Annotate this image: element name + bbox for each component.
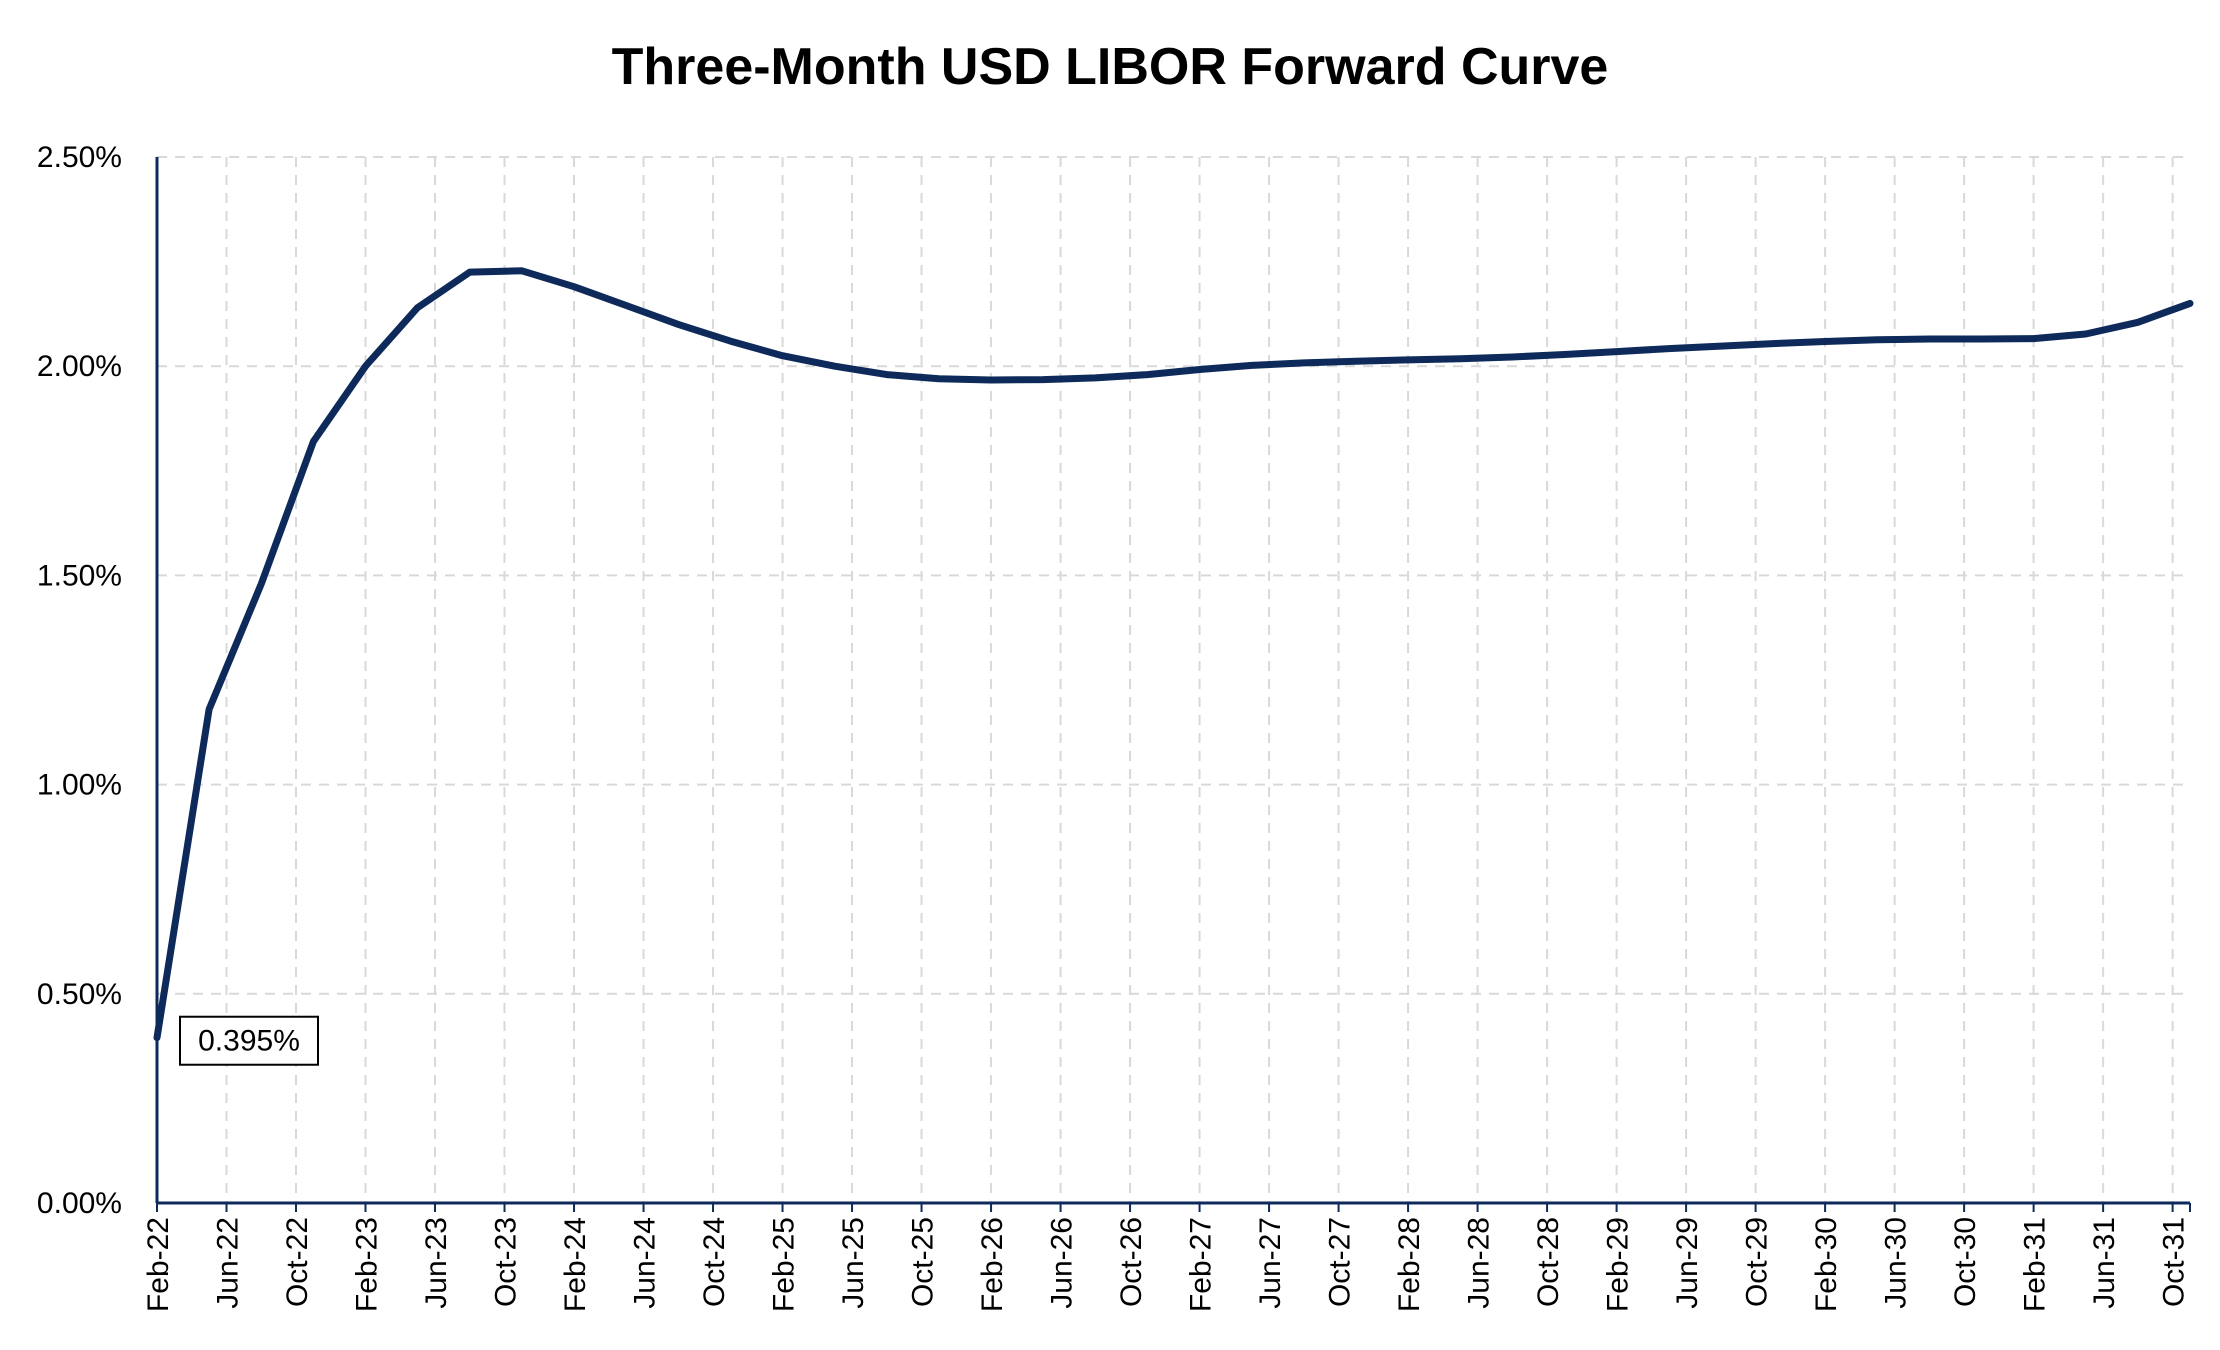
x-tick-label: Feb-26 — [976, 1217, 1009, 1312]
x-tick-label: Oct-27 — [1324, 1217, 1357, 1307]
x-tick-label: Feb-27 — [1185, 1217, 1218, 1312]
annotation-label: 0.395% — [198, 1025, 300, 1058]
data-label-annotation: 0.395% — [179, 1015, 319, 1066]
x-tick-label: Oct-26 — [1115, 1217, 1148, 1307]
x-tick-label: Jun-27 — [1254, 1217, 1287, 1309]
x-tick-label: Feb-31 — [2019, 1217, 2052, 1312]
x-tick-label: Jun-29 — [1671, 1217, 1704, 1309]
x-tick-label: Feb-23 — [351, 1217, 384, 1312]
x-tick-label: Oct-31 — [2158, 1217, 2191, 1307]
chart-title: Three-Month USD LIBOR Forward Curve — [612, 38, 1609, 96]
x-axis-tick-labels: Feb-22 Jun-22 Oct-22 Feb-23 Jun-23 Oct-23 Feb-… — [142, 1217, 2191, 1312]
y-tick-label: 1.50% — [37, 559, 122, 592]
x-tick-label: Jun-25 — [837, 1217, 870, 1309]
series-line-libor-forward — [153, 267, 2194, 1042]
x-tick-label: Feb-22 — [142, 1217, 175, 1312]
gridlines — [157, 156, 2190, 1203]
x-tick-label: Jun-30 — [1880, 1217, 1913, 1309]
x-tick-label: Oct-23 — [490, 1217, 523, 1307]
x-tick-label: Oct-22 — [281, 1217, 314, 1307]
x-tick-label: Jun-28 — [1463, 1217, 1496, 1309]
x-tick-label: Oct-30 — [1949, 1217, 1982, 1307]
y-tick-label: 0.00% — [37, 1187, 122, 1220]
x-tick-label: Jun-22 — [212, 1217, 245, 1309]
x-tick-label: Jun-31 — [2088, 1217, 2121, 1309]
x-tick-label: Feb-24 — [559, 1217, 592, 1312]
x-tick-label: Feb-28 — [1393, 1217, 1426, 1312]
x-tick-label: Oct-28 — [1532, 1217, 1565, 1307]
x-tick-label: Oct-29 — [1741, 1217, 1774, 1307]
x-tick-label: Jun-26 — [1046, 1217, 1079, 1309]
y-tick-label: 2.00% — [37, 350, 122, 383]
y-tick-label: 0.50% — [37, 978, 122, 1011]
y-tick-label: 2.50% — [37, 141, 122, 174]
x-tick-label: Jun-24 — [629, 1217, 662, 1309]
x-tick-label: Jun-23 — [420, 1217, 453, 1309]
y-axis-tick-labels: 0.00% 0.50% 1.00% 1.50% 2.00% 2.50% — [37, 141, 122, 1220]
x-tick-label: Feb-30 — [1810, 1217, 1843, 1312]
x-tick-label: Feb-25 — [768, 1217, 801, 1312]
y-tick-label: 1.00% — [37, 769, 122, 802]
x-tick-label: Feb-29 — [1602, 1217, 1635, 1312]
x-tick-label: Oct-24 — [698, 1217, 731, 1307]
x-tick-label: Oct-25 — [907, 1217, 940, 1307]
annotation-box — [179, 1015, 319, 1066]
